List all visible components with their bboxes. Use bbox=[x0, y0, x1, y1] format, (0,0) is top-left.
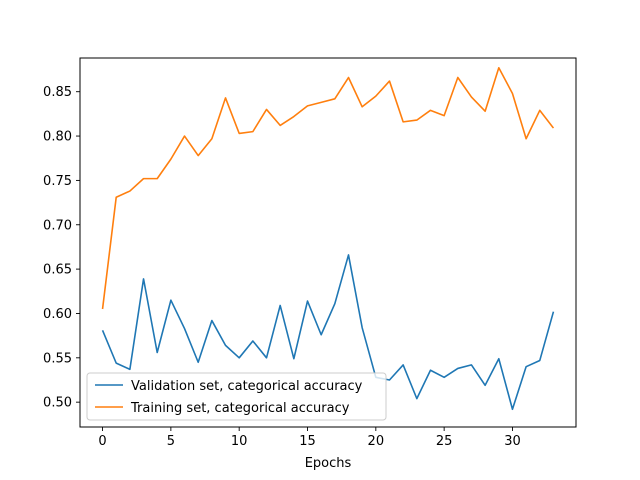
series-layer bbox=[101, 66, 555, 411]
x-axis-label: Epochs bbox=[305, 456, 352, 471]
legend-box bbox=[86, 372, 387, 421]
y-tick-label: 0.55 bbox=[43, 351, 72, 366]
x-axis-ticks: 0 5 10 15 20 25 30 bbox=[98, 427, 521, 449]
x-tick-label: 10 bbox=[231, 434, 248, 449]
legend-label-validation: Validation set, categorical accuracy bbox=[131, 379, 363, 394]
x-tick-label: 5 bbox=[167, 434, 175, 449]
x-tick-label: 25 bbox=[436, 434, 453, 449]
y-tick-label: 0.70 bbox=[43, 218, 72, 233]
series-line-1 bbox=[101, 66, 555, 310]
x-tick-label: 30 bbox=[504, 434, 521, 449]
y-tick-label: 0.65 bbox=[43, 263, 72, 278]
y-tick-label: 0.75 bbox=[43, 174, 72, 189]
legend: Validation set, categorical accuracy Tra… bbox=[86, 372, 387, 421]
y-tick-label: 0.50 bbox=[43, 396, 72, 411]
x-tick-label: 0 bbox=[98, 434, 106, 449]
axes-frame bbox=[79, 57, 577, 428]
y-tick-label: 0.85 bbox=[43, 85, 72, 100]
y-tick-label: 0.60 bbox=[43, 307, 72, 322]
legend-label-training: Training set, categorical accuracy bbox=[130, 401, 350, 416]
x-tick-label: 15 bbox=[299, 434, 316, 449]
y-axis-ticks: 0.50 0.55 0.60 0.65 0.70 0.75 0.80 0.85 bbox=[43, 85, 80, 411]
y-tick-label: 0.80 bbox=[43, 130, 72, 145]
series-line-0 bbox=[101, 254, 555, 411]
x-tick-label: 20 bbox=[368, 434, 385, 449]
